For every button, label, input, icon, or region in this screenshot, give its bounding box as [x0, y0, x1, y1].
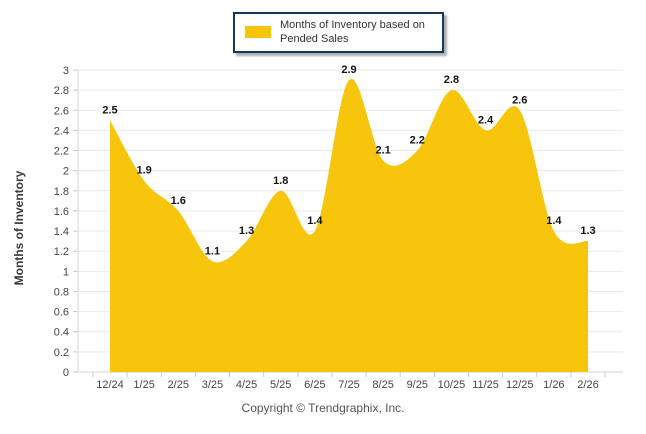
x-tick-label: 1/26: [543, 379, 564, 391]
y-tick-label: 0.4: [54, 327, 69, 339]
data-label: 2.9: [341, 64, 356, 76]
data-label: 1.6: [171, 195, 186, 207]
data-label: 2.4: [478, 114, 494, 126]
legend: Months of Inventory based on Pended Sale…: [233, 12, 444, 53]
data-label: 2.5: [102, 104, 117, 116]
y-tick-label: 1.8: [54, 186, 69, 198]
data-label: 1.1: [205, 245, 220, 257]
data-label: 1.3: [580, 225, 595, 237]
y-tick-label: 0.2: [54, 347, 69, 359]
y-tick-label: 1.2: [54, 246, 69, 258]
x-tick-label: 12/25: [506, 379, 534, 391]
x-tick-label: 5/25: [270, 379, 291, 391]
y-tick-label: 1.4: [54, 226, 69, 238]
y-tick-label: 3: [63, 65, 69, 77]
data-label: 1.9: [136, 165, 151, 177]
y-tick-label: 0.6: [54, 307, 69, 319]
x-tick-label: 2/26: [577, 379, 598, 391]
x-tick-label: 4/25: [236, 379, 257, 391]
y-tick-label: 2.2: [54, 146, 69, 158]
y-tick-label: 0.8: [54, 286, 69, 298]
x-tick-label: 6/25: [304, 379, 325, 391]
data-label: 1.4: [307, 215, 323, 227]
y-tick-label: 2.8: [54, 85, 69, 97]
x-tick-label: 1/25: [133, 379, 154, 391]
data-label: 1.8: [273, 175, 288, 187]
x-tick-label: 11/25: [472, 379, 499, 391]
x-tick-label: 9/25: [407, 379, 428, 391]
data-label: 2.1: [375, 145, 390, 157]
y-tick-label: 0: [63, 367, 69, 379]
area-series: [110, 78, 588, 372]
x-tick-label: 10/25: [438, 379, 466, 391]
copyright-text: Copyright © Trendgraphix, Inc.: [241, 401, 405, 415]
x-tick-label: 12/24: [96, 379, 124, 391]
y-tick-label: 2: [63, 166, 69, 178]
x-tick-label: 8/25: [372, 379, 393, 391]
data-label: 2.6: [512, 94, 527, 106]
data-label: 1.3: [239, 225, 254, 237]
y-tick-label: 2.4: [54, 125, 69, 137]
x-tick-label: 3/25: [202, 379, 223, 391]
y-tick-label: 1.6: [54, 206, 69, 218]
legend-swatch-icon: [245, 26, 271, 39]
y-tick-label: 2.6: [54, 105, 69, 117]
y-tick-label: 1: [63, 266, 69, 278]
data-label: 2.8: [444, 74, 459, 86]
data-label: 2.2: [410, 135, 425, 147]
x-tick-label: 2/25: [168, 379, 189, 391]
data-label: 1.4: [546, 215, 562, 227]
x-tick-label: 7/25: [338, 379, 359, 391]
legend-label: Months of Inventory based on Pended Sale…: [280, 19, 425, 46]
